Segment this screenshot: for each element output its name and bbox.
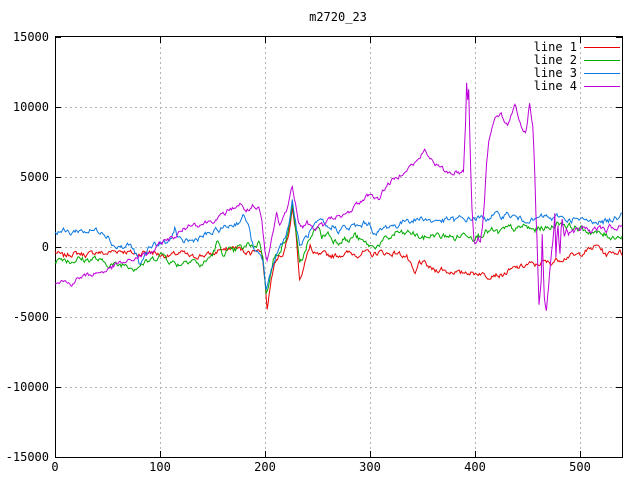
- grid-lines: [55, 37, 622, 457]
- y-tick-label: 10000: [13, 100, 49, 114]
- chart-title: m2720_23: [309, 10, 367, 24]
- legend-label: line 4: [534, 79, 577, 93]
- x-tick-label: 400: [464, 460, 486, 474]
- series-line-3: [54, 199, 623, 291]
- legend-label: line 1: [534, 40, 577, 54]
- x-tick-label: 200: [254, 460, 276, 474]
- y-tick-label: 5000: [20, 170, 49, 184]
- axis-ticks: [55, 37, 622, 458]
- series-line-4: [54, 82, 623, 311]
- series-line-2: [54, 202, 623, 296]
- y-tick-label: -5000: [13, 310, 49, 324]
- series-line-1: [54, 207, 623, 310]
- x-tick-label: 500: [569, 460, 591, 474]
- series-lines: [54, 82, 623, 311]
- legend-label: line 2: [534, 53, 577, 67]
- y-tick-label: -15000: [6, 450, 49, 464]
- y-tick-label: 0: [42, 240, 49, 254]
- y-tick-label: -10000: [6, 380, 49, 394]
- legend-label: line 3: [534, 66, 577, 80]
- x-tick-label: 0: [51, 460, 58, 474]
- x-tick-label: 300: [359, 460, 381, 474]
- x-tick-label: 100: [149, 460, 171, 474]
- y-tick-label: 15000: [13, 30, 49, 44]
